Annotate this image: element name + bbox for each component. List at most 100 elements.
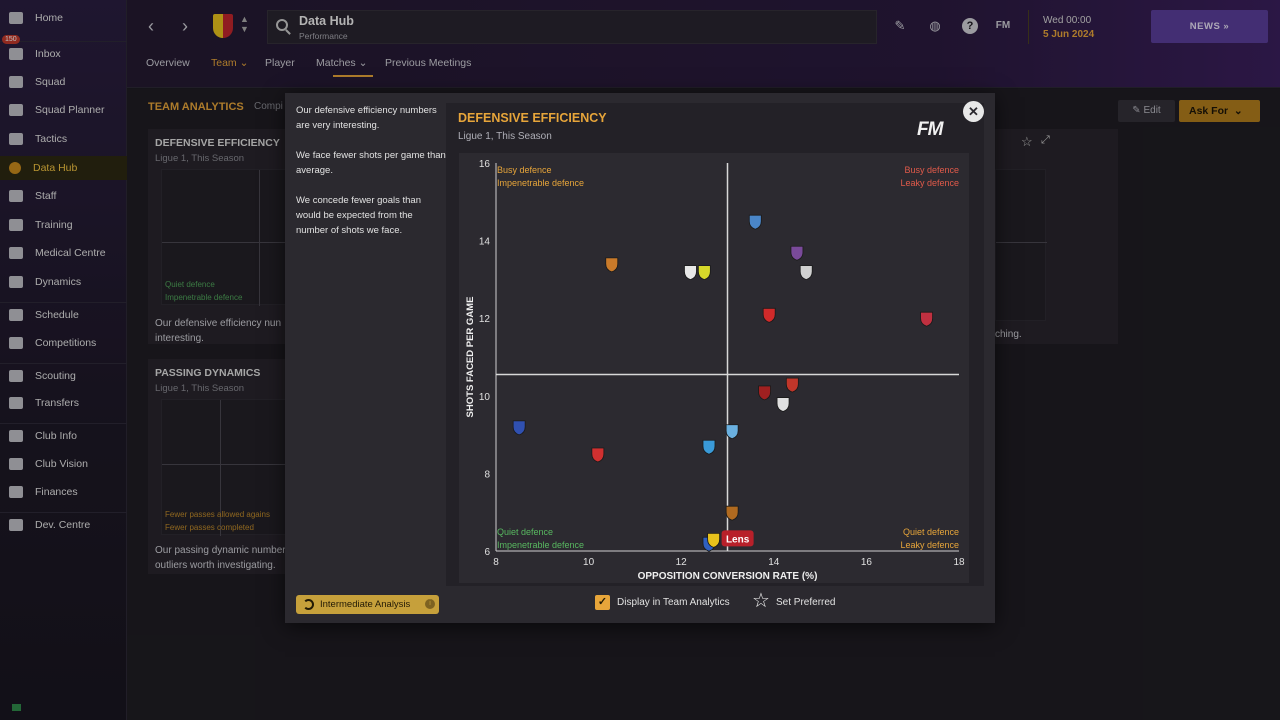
help-icon[interactable]: ? xyxy=(962,18,978,34)
y-tick-label: 10 xyxy=(479,392,491,403)
mini-quadrant-label: Fewer passes completed xyxy=(165,523,254,532)
sidebar-item-tactics[interactable]: Tactics xyxy=(0,127,127,151)
vision-icon xyxy=(9,458,23,470)
expand-icon[interactable]: ⤢ xyxy=(1041,134,1050,146)
sidebar-item-label: Squad xyxy=(35,76,66,88)
club-switch-chevron-icon[interactable]: ▲ ▼ xyxy=(240,14,249,34)
edit-button[interactable]: ✎ Edit xyxy=(1118,100,1175,122)
sidebar-item-squad[interactable]: Squad xyxy=(0,70,127,94)
tab-matches-label: Matches xyxy=(316,57,356,69)
inbox-count-badge: 150 xyxy=(2,35,20,44)
card-description: ching. xyxy=(995,329,1022,340)
card-subtitle: Ligue 1, This Season xyxy=(155,153,245,164)
info-icon[interactable]: i xyxy=(425,599,435,609)
sidebar-item-staff[interactable]: Staff xyxy=(0,184,127,208)
ask-for-label: Ask For xyxy=(1189,105,1229,117)
display-in-team-analytics-checkbox[interactable]: ✓ xyxy=(595,595,610,610)
sidebar-item-medical-centre[interactable]: Medical Centre xyxy=(0,241,127,265)
sidebar-item-club-info[interactable]: Club Info xyxy=(0,423,127,447)
tab-matches[interactable]: Matches ⌄ xyxy=(316,57,368,69)
squad-planner-icon xyxy=(9,104,23,116)
page-title: Data Hub xyxy=(299,14,354,28)
club-crest-point xyxy=(758,385,771,401)
sidebar-item-label: Squad Planner xyxy=(35,104,105,116)
sidebar-item-competitions[interactable]: Competitions xyxy=(0,331,127,355)
sidebar-item-scouting[interactable]: Scouting xyxy=(0,363,127,387)
club-crest-icon[interactable] xyxy=(213,14,233,38)
sidebar: Home Inbox 150 Squad Squad Planner Tactics Dat… xyxy=(0,0,127,720)
right-analytics-card[interactable]: ☆ ⤢ ching. xyxy=(995,129,1118,344)
sidebar-item-label: Scouting xyxy=(35,369,76,382)
intermediate-analysis-badge[interactable]: Intermediate Analysis i xyxy=(296,595,439,614)
top-bar: ‹ › ▲ ▼ Data Hub Performance ✎ ◍ ? FM Wed… xyxy=(127,0,1280,88)
section-title: TEAM ANALYTICS xyxy=(148,101,244,113)
x-tick-label: 10 xyxy=(583,557,595,568)
tab-player[interactable]: Player xyxy=(265,57,295,69)
pencil-icon[interactable]: ✎ xyxy=(894,18,906,33)
tab-team[interactable]: Team ⌄ xyxy=(211,57,249,69)
close-button[interactable]: ✕ xyxy=(963,101,984,122)
card-title: PASSING DYNAMICS xyxy=(155,367,261,379)
display-in-team-analytics-label[interactable]: Display in Team Analytics xyxy=(617,597,730,608)
dev-centre-icon xyxy=(9,518,23,531)
chart-title: DEFENSIVE EFFICIENCY xyxy=(458,111,607,125)
sidebar-item-home[interactable]: Home xyxy=(0,6,127,30)
back-arrow-icon[interactable]: ‹ xyxy=(148,16,154,36)
section-subtitle: Compi xyxy=(254,101,283,112)
mini-chart xyxy=(995,169,1047,321)
sidebar-item-squad-planner[interactable]: Squad Planner xyxy=(0,98,127,122)
squad-icon xyxy=(9,76,23,88)
shield-icon xyxy=(9,429,23,442)
y-tick-label: 8 xyxy=(484,469,490,480)
club-crest-point xyxy=(776,397,790,412)
sidebar-item-dynamics[interactable]: Dynamics xyxy=(0,270,127,294)
sidebar-item-label: Staff xyxy=(35,190,57,202)
tab-overview[interactable]: Overview xyxy=(146,57,190,69)
sidebar-item-label: Club Info xyxy=(35,429,78,442)
sidebar-item-label: Finances xyxy=(35,486,78,498)
x-tick-label: 16 xyxy=(861,557,873,568)
club-crest-point xyxy=(790,245,804,261)
home-icon xyxy=(9,12,23,24)
club-crest-point xyxy=(762,307,776,323)
quadrant-label-bottom-left: Quiet defence xyxy=(497,527,553,537)
set-preferred-label[interactable]: Set Preferred xyxy=(776,597,836,608)
analysis-paragraph: We concede fewer goals than would be exp… xyxy=(296,195,421,236)
sidebar-item-label: Home xyxy=(35,12,64,24)
sidebar-item-training[interactable]: Training xyxy=(0,213,127,237)
sidebar-item-dev-centre[interactable]: Dev. Centre xyxy=(0,512,127,536)
ask-for-button[interactable]: Ask For ⌄ xyxy=(1179,100,1260,122)
forward-arrow-icon[interactable]: › xyxy=(182,16,188,36)
star-outline-icon[interactable]: ☆ xyxy=(752,590,770,612)
passing-dynamics-card[interactable]: PASSING DYNAMICS Ligue 1, This Season Fe… xyxy=(148,359,289,574)
sidebar-item-inbox[interactable]: Inbox 150 xyxy=(0,35,127,65)
medical-icon xyxy=(9,247,23,259)
sidebar-item-label: Data Hub xyxy=(33,162,78,174)
analysis-badge-label: Intermediate Analysis xyxy=(320,599,411,610)
club-crest-point xyxy=(725,505,739,521)
sidebar-item-club-vision[interactable]: Club Vision xyxy=(0,452,127,476)
y-tick-label: 12 xyxy=(479,314,491,325)
x-tick-label: 8 xyxy=(493,557,499,568)
sidebar-item-label: Dynamics xyxy=(35,276,82,288)
lens-crest-point xyxy=(707,532,721,548)
globe-icon[interactable]: ◍ xyxy=(929,18,941,33)
quadrant-label-top-right: Leaky defence xyxy=(900,178,959,188)
news-button[interactable]: NEWS » xyxy=(1151,10,1268,43)
fm-menu-icon[interactable]: FM xyxy=(995,20,1011,31)
sidebar-item-finances[interactable]: Finances xyxy=(0,480,127,504)
date-display[interactable]: Wed 00:00 5 Jun 2024 xyxy=(1028,10,1143,44)
staff-icon xyxy=(9,190,23,202)
tab-team-label: Team xyxy=(211,57,237,69)
club-crest-point xyxy=(684,265,697,281)
club-crest-point xyxy=(748,214,762,230)
star-outline-icon[interactable]: ☆ xyxy=(1021,134,1033,149)
mini-chart: Fewer passes allowed agains Fewer passes… xyxy=(161,399,289,536)
sidebar-item-transfers[interactable]: Transfers xyxy=(0,391,127,415)
card-description: outliers worth investigating. xyxy=(155,560,276,571)
quadrant-label-bottom-right: Leaky defence xyxy=(900,540,959,550)
tab-previous-meetings[interactable]: Previous Meetings xyxy=(385,57,472,69)
sidebar-item-schedule[interactable]: Schedule xyxy=(0,302,127,326)
page-search-box[interactable]: Data Hub Performance xyxy=(267,10,877,44)
sidebar-item-data-hub[interactable]: Data Hub xyxy=(0,156,127,180)
